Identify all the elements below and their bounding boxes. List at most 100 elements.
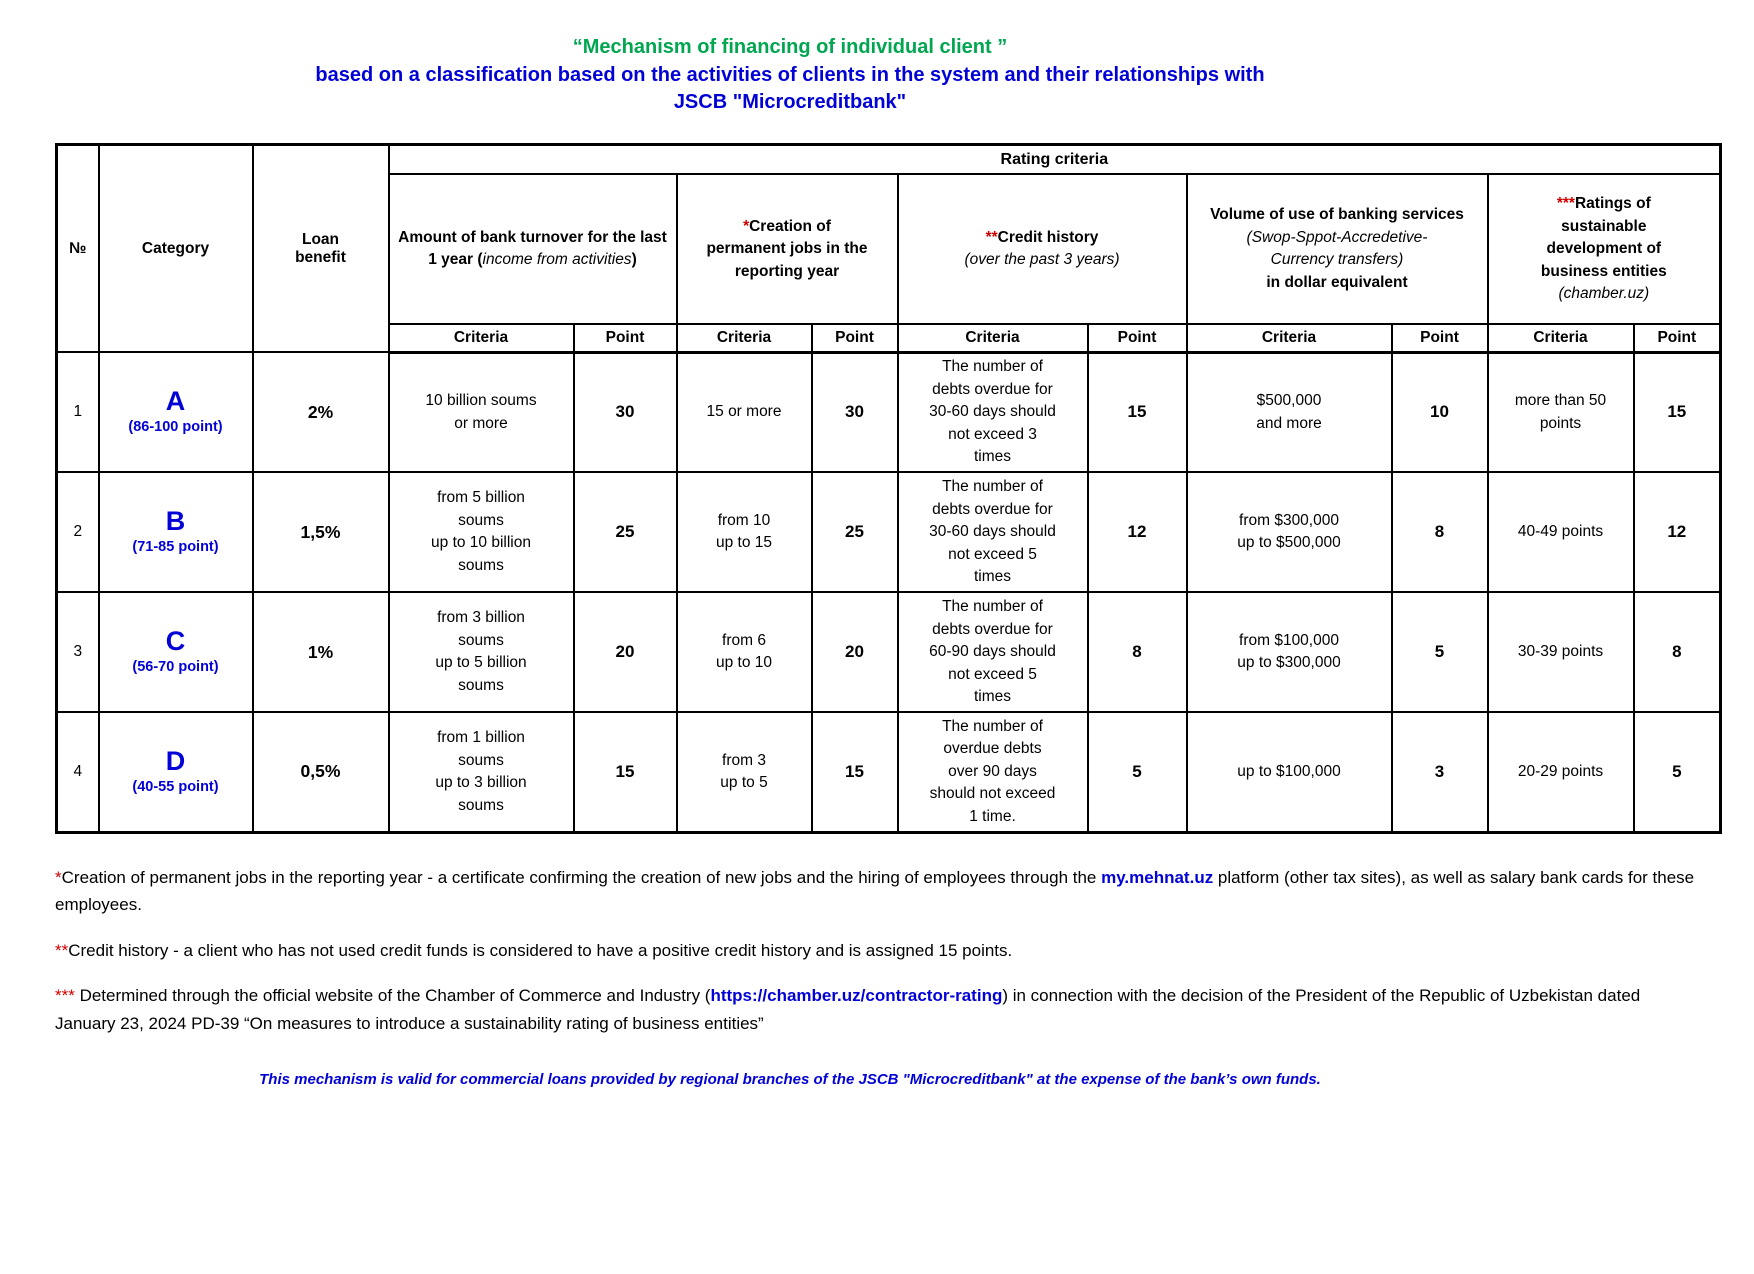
category-letter: C <box>165 626 186 657</box>
footnote-text: platform (other tax sites), as well as s… <box>55 867 1695 915</box>
group-header-volume: Volume of use of banking services (Swop-… <box>1185 173 1489 326</box>
header-row-criteria-point: Criteria Point Criteria Point Criteria P… <box>57 323 1722 354</box>
jobs-criteria: from 10 up to 15 <box>675 471 813 594</box>
ratings-criteria: 30-39 points <box>1486 591 1635 714</box>
group-header-ratings: ***Ratings of sustainable development of… <box>1486 173 1722 326</box>
jobs-label: Creation of permanent jobs in the report… <box>706 217 868 280</box>
turnover-criteria-header: Criteria <box>387 323 575 354</box>
volume-label-bold2: in dollar equivalent <box>1266 273 1408 291</box>
footnote-jobs: *Creation of permanent jobs in the repor… <box>55 864 1703 919</box>
jobs-criteria: 15 or more <box>675 351 813 474</box>
volume-criteria: from $100,000 up to $300,000 <box>1185 591 1393 714</box>
volume-criteria-header: Criteria <box>1185 323 1393 354</box>
header-row-groups: Amount of bank turnover for the last 1 y… <box>57 173 1722 326</box>
credit-point: 5 <box>1086 711 1188 834</box>
col-header-category: Category <box>97 143 254 354</box>
turnover-point: 25 <box>572 471 678 594</box>
turnover-criteria: 10 billion soums or more <box>387 351 575 474</box>
category-letter: B <box>165 506 186 537</box>
jobs-criteria-header: Criteria <box>675 323 813 354</box>
volume-label-italic: (Swop-Sppot-Accredetive- Currency transf… <box>1246 228 1428 269</box>
col-header-num: № <box>55 143 100 354</box>
category-cell: D (40-55 point) <box>97 711 254 834</box>
loan-benefit-cell: 0,5% <box>251 711 390 834</box>
ratings-point: 8 <box>1632 591 1722 714</box>
group-header-credit-history: **Credit history (over the past 3 years) <box>896 173 1188 326</box>
table-row-category-a: 1 A (86-100 point) 2% 10 billion soums o… <box>55 351 1722 474</box>
col-header-loan-benefit: Loan benefit <box>251 143 390 354</box>
footnote-text: ) in connection with the decision of the… <box>55 986 1641 1033</box>
ratings-point: 15 <box>1632 351 1722 474</box>
jobs-criteria: from 6 up to 10 <box>675 591 813 714</box>
chamber-link[interactable]: https://chamber.uz/contractor-rating <box>710 986 1003 1006</box>
group-header-jobs: *Creation of permanent jobs in the repor… <box>675 173 899 326</box>
credit-point: 8 <box>1086 591 1188 714</box>
category-letter: D <box>165 746 186 776</box>
category-point-range: (71-85 point) <box>132 539 219 556</box>
col-header-rating-criteria: Rating criteria <box>387 143 1722 176</box>
footnote-text: Determined through the official website … <box>79 986 711 1006</box>
rating-criteria-table: № Category Loan benefit Rating criteria … <box>55 142 1723 834</box>
row-number: 1 <box>55 351 100 474</box>
table-row-category-c: 3 C (56-70 point) 1% from 3 billion soum… <box>55 591 1722 714</box>
jobs-point: 30 <box>810 351 899 474</box>
credit-criteria-header: Criteria <box>896 323 1089 354</box>
loan-benefit-cell: 2% <box>251 351 390 474</box>
ratings-criteria: more than 50 points <box>1486 351 1635 474</box>
turnover-point: 15 <box>572 711 678 834</box>
table-row-category-d: 4 D (40-55 point) 0,5% from 1 billion so… <box>55 711 1722 834</box>
jobs-point: 25 <box>810 471 899 594</box>
document-title: “Mechanism of financing of individual cl… <box>0 34 1580 117</box>
footnote-star: * <box>55 867 62 887</box>
volume-point-header: Point <box>1390 323 1489 354</box>
category-point-range: (56-70 point) <box>132 659 219 676</box>
turnover-label-italic: income from activities <box>482 251 632 269</box>
ratings-criteria: 40-49 points <box>1486 471 1635 594</box>
ratings-criteria-header: Criteria <box>1486 323 1635 354</box>
turnover-point: 20 <box>572 591 678 714</box>
mehnat-link[interactable]: my.mehnat.uz <box>1101 867 1214 887</box>
ratings-point-header: Point <box>1632 323 1722 354</box>
footnote-credit-history: **Credit history - a client who has not … <box>55 937 1703 965</box>
category-letter: A <box>165 386 186 417</box>
volume-criteria: from $300,000 up to $500,000 <box>1185 471 1393 594</box>
jobs-criteria: from 3 up to 5 <box>675 711 813 834</box>
turnover-criteria: from 1 billion soums up to 3 billion sou… <box>387 711 575 834</box>
category-cell: B (71-85 point) <box>97 471 254 594</box>
credit-label: Credit history <box>997 228 1099 246</box>
turnover-label-close: ) <box>631 251 637 269</box>
row-number: 4 <box>55 711 100 834</box>
header-row-top: № Category Loan benefit Rating criteria <box>55 143 1722 354</box>
category-point-range: (40-55 point) <box>132 779 219 796</box>
loan-benefit-cell: 1,5% <box>251 471 390 594</box>
footnote-text: Credit history - a client who has not us… <box>68 940 1013 960</box>
credit-criteria: The number of debts overdue for 60-90 da… <box>896 591 1089 714</box>
row-number: 2 <box>55 471 100 594</box>
volume-criteria: $500,000 and more <box>1185 351 1393 474</box>
table-row-category-b: 2 B (71-85 point) 1,5% from 5 billion so… <box>55 471 1722 594</box>
footnotes-section: *Creation of permanent jobs in the repor… <box>55 864 1703 1038</box>
turnover-point-header: Point <box>572 323 678 354</box>
volume-criteria: up to $100,000 <box>1185 711 1393 834</box>
ratings-criteria: 20-29 points <box>1486 711 1635 834</box>
footnote-text: Creation of permanent jobs in the report… <box>61 867 1102 887</box>
credit-criteria: The number of overdue debts over 90 days… <box>896 711 1089 834</box>
category-cell: C (56-70 point) <box>97 591 254 714</box>
credit-footnote-star: ** <box>985 228 998 246</box>
credit-label-italic: (over the past 3 years) <box>964 251 1120 269</box>
turnover-point: 30 <box>572 351 678 474</box>
bottom-note: This mechanism is valid for commercial l… <box>259 1071 1321 1089</box>
volume-point: 5 <box>1390 591 1489 714</box>
category-point-range: (86-100 point) <box>128 419 223 436</box>
title-line-2: based on a classification based on the a… <box>315 63 1265 86</box>
ratings-label: Ratings of sustainable development of bu… <box>1540 195 1667 280</box>
footnote-ratings: *** Determined through the official webs… <box>55 982 1703 1037</box>
ratings-point: 12 <box>1632 471 1722 594</box>
ratings-point: 5 <box>1632 711 1722 834</box>
footnote-star: ** <box>55 940 69 960</box>
footnote-star: *** <box>55 986 80 1006</box>
ratings-label-italic: (chamber.uz) <box>1558 284 1650 302</box>
volume-point: 8 <box>1390 471 1489 594</box>
volume-label: Volume of use of banking services <box>1210 206 1464 224</box>
ratings-footnote-star: *** <box>1556 195 1575 213</box>
